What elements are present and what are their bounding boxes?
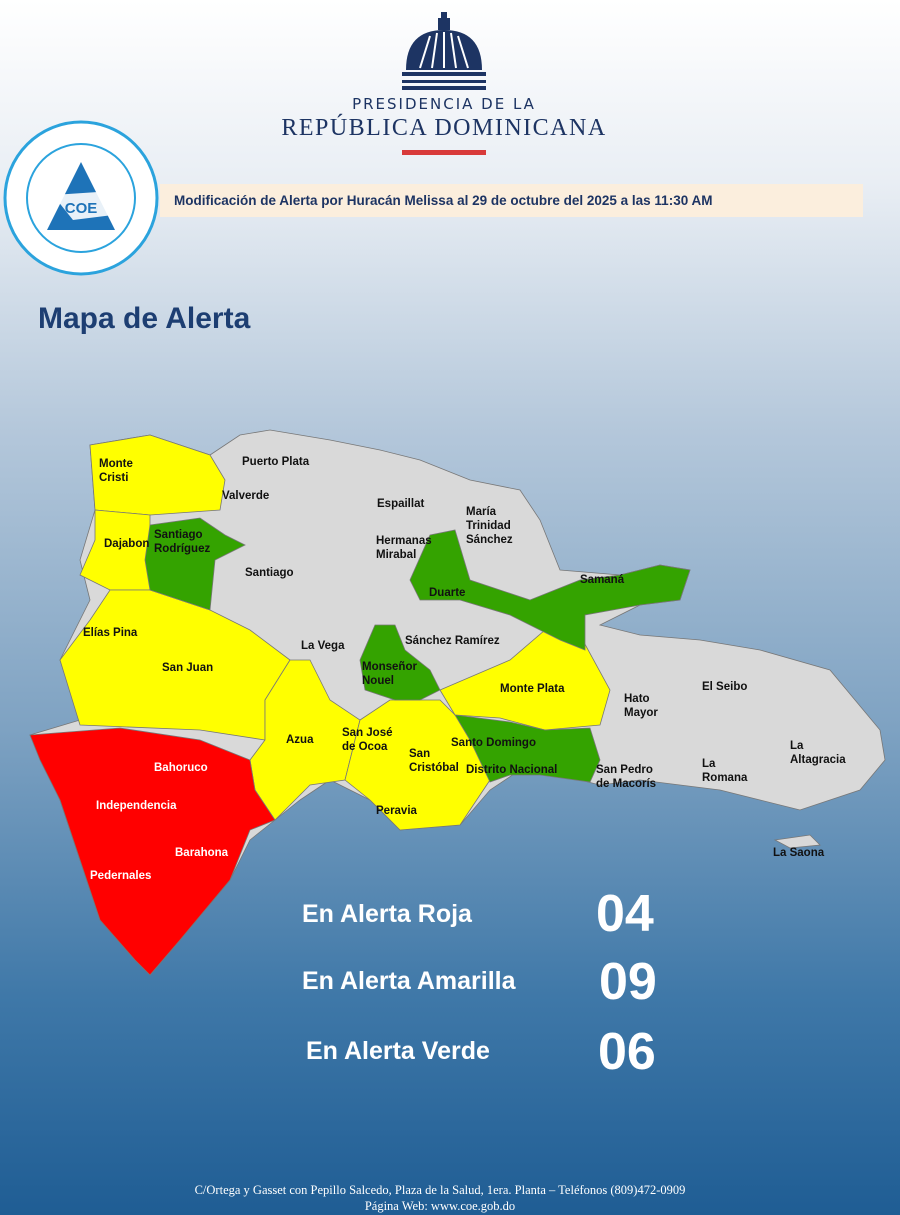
label-la-vega: La Vega xyxy=(301,640,345,652)
banner-text: Modificación de Alerta por Huracán Melis… xyxy=(174,193,713,208)
org-line-2: REPÚBLICA DOMINICANA xyxy=(281,115,607,141)
label-samana: Samaná xyxy=(580,574,625,586)
label-santiago-rodriguez: Santiago Rodríguez xyxy=(154,529,211,555)
alert-map xyxy=(29,429,886,976)
label-azua: Azua xyxy=(286,734,314,746)
presidencia-dome-logo xyxy=(402,12,486,90)
label-la-altagracia: La Altagracia xyxy=(790,740,846,766)
footer-web: Página Web: www.coe.gob.do xyxy=(364,1199,516,1213)
label-valverde: Valverde xyxy=(222,490,270,502)
label-maria-trinidad: María Trinidad Sánchez xyxy=(466,506,513,546)
label-pedernales: Pedernales xyxy=(90,870,152,882)
label-monte-plata: Monte Plata xyxy=(500,683,565,695)
label-hermanas-mirabal: Hermanas Mirabal xyxy=(376,535,432,561)
region-santiago-rodriguez xyxy=(144,517,246,611)
label-san-pedro: San Pedro de Macorís xyxy=(596,764,657,790)
green-alert-label: En Alerta Verde xyxy=(306,1037,490,1065)
green-alert-count: 06 xyxy=(598,1023,656,1081)
label-santiago: Santiago xyxy=(245,567,294,579)
red-alert-count: 04 xyxy=(596,885,654,943)
island-la-saona xyxy=(773,834,821,849)
label-monte-cristi: Monte Cristi xyxy=(99,458,133,484)
label-santo-domingo: Santo Domingo xyxy=(451,737,536,749)
region-azua xyxy=(249,659,361,821)
label-distrito-nacional: Distrito Nacional xyxy=(466,764,558,776)
label-hato-mayor: Hato Mayor xyxy=(624,693,658,719)
svg-text:COE: COE xyxy=(65,200,98,217)
label-elias-pina: Elías Pina xyxy=(83,627,138,639)
yellow-alert-count: 09 xyxy=(599,953,657,1011)
region-monte-plata xyxy=(439,629,611,731)
label-el-seibo: El Seibo xyxy=(702,681,748,693)
red-alert-label: En Alerta Roja xyxy=(302,900,472,928)
region-red-southwest xyxy=(29,727,276,976)
label-san-jose-ocoa: San José de Ocoa xyxy=(342,727,393,753)
label-monsenor-nouel: Monseñor Nouel xyxy=(362,661,417,687)
alert-banner: Modificación de Alerta por Huracán Melis… xyxy=(160,184,863,217)
page-title: Mapa de Alerta xyxy=(38,302,251,335)
coe-logo: COE xyxy=(3,120,159,276)
label-san-juan: San Juan xyxy=(162,662,214,674)
region-duarte-samana xyxy=(409,529,691,651)
footer-address: C/Ortega y Gasset con Pepillo Salcedo, P… xyxy=(194,1183,686,1197)
label-puerto-plata: Puerto Plata xyxy=(242,456,310,468)
label-bahoruco: Bahoruco xyxy=(154,762,208,774)
label-barahona: Barahona xyxy=(175,847,229,859)
region-monsenor-nouel xyxy=(359,624,441,701)
label-independencia: Independencia xyxy=(96,800,177,812)
label-espaillat: Espaillat xyxy=(377,498,425,510)
org-line-1: PRESIDENCIA DE LA xyxy=(352,95,536,113)
divider xyxy=(402,150,486,155)
yellow-alert-label: En Alerta Amarilla xyxy=(302,967,516,995)
label-san-cristobal: San Cristóbal xyxy=(409,748,459,774)
label-dajabon: Dajabon xyxy=(104,538,150,550)
label-sanchez-ramirez: Sánchez Ramírez xyxy=(405,635,500,647)
label-duarte: Duarte xyxy=(429,587,466,599)
label-la-saona: La Saona xyxy=(773,847,825,859)
region-santo-domingo xyxy=(454,714,601,783)
label-la-romana: La Romana xyxy=(702,758,748,784)
label-peravia: Peravia xyxy=(376,805,417,817)
